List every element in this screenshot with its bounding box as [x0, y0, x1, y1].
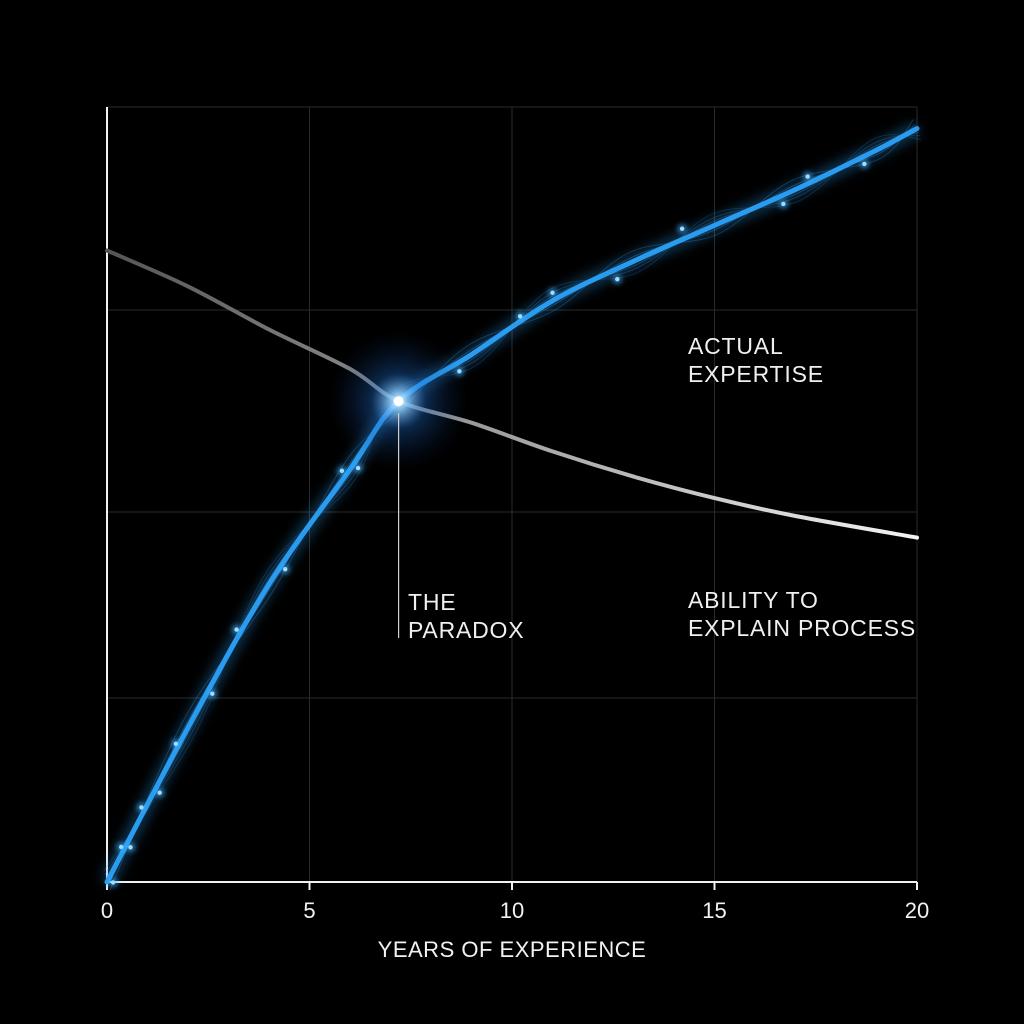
sparkle-point — [862, 161, 867, 167]
paradox-label-line: THE — [408, 589, 456, 615]
sparkle-point — [517, 314, 523, 319]
sparkle-point — [679, 226, 685, 231]
sparkle-point — [118, 844, 124, 850]
series-label-line: ABILITY TO — [688, 587, 819, 613]
sparkle-point — [339, 468, 345, 474]
sparkle-point — [173, 741, 179, 747]
series-line-ability-to-explain — [105, 248, 919, 540]
sparkle-point — [210, 691, 215, 696]
sparkle-point — [234, 627, 239, 632]
x-axis-title: YEARS OF EXPERIENCE — [378, 937, 647, 962]
series-label-line: EXPERTISE — [688, 361, 824, 387]
sparkle-point — [615, 276, 620, 282]
x-tick-label: 15 — [702, 898, 726, 923]
paradox-marker — [328, 331, 469, 638]
grid — [107, 106, 918, 882]
sparkle-point — [355, 465, 361, 471]
sparkle-point — [139, 805, 144, 810]
x-tick-labels: 0 5 10 15 20 — [101, 898, 929, 923]
sparkle-point — [157, 790, 162, 795]
paradox-label: THE PARADOX — [408, 589, 524, 643]
sparkle-point — [283, 567, 288, 572]
series-label-line: ACTUAL — [688, 333, 783, 359]
x-tick-label: 0 — [101, 898, 113, 923]
sparkle-point — [550, 290, 555, 295]
paradox-label-line: PARADOX — [408, 617, 524, 643]
sparkle-point — [781, 201, 786, 207]
paradox-point — [393, 396, 404, 407]
series-label-actual-expertise: ACTUAL EXPERTISE — [688, 333, 824, 387]
series-layer — [100, 119, 922, 892]
x-tick-label: 5 — [303, 898, 315, 923]
series-strand — [103, 134, 922, 872]
series-label-ability-to-explain: ABILITY TO EXPLAIN PROCESS — [688, 587, 916, 641]
x-tick-label: 10 — [500, 898, 524, 923]
x-tick-label: 20 — [905, 898, 929, 923]
sparkle-point — [128, 845, 133, 850]
sparkle-point — [805, 174, 810, 179]
series-label-line: EXPLAIN PROCESS — [688, 615, 916, 641]
series-line-actual-expertise — [104, 126, 920, 885]
sparkle-point — [110, 880, 116, 885]
axes — [106, 107, 918, 890]
